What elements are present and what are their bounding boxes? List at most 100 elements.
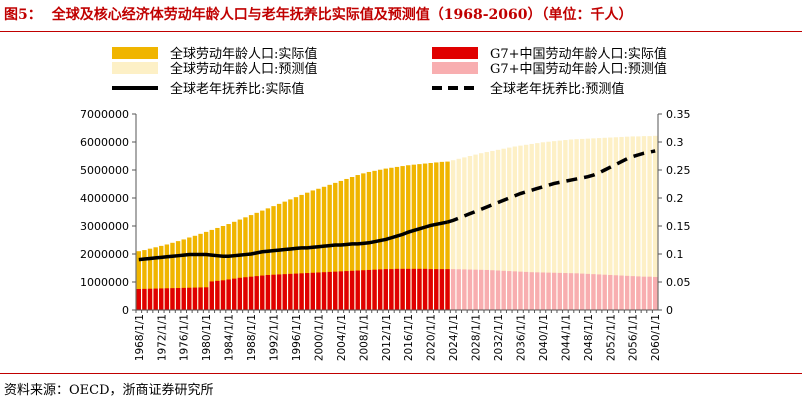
world-actual-bar bbox=[170, 242, 175, 310]
y-right-tick-label: 0.05 bbox=[666, 276, 691, 289]
world-actual-bar bbox=[254, 212, 259, 310]
g7-actual-bar bbox=[310, 272, 315, 310]
world-forecast-bar bbox=[450, 160, 456, 310]
g7-actual-bar bbox=[136, 289, 141, 310]
world-actual-bar bbox=[406, 165, 411, 310]
g7-actual-bar bbox=[338, 271, 344, 310]
world-actual-bar bbox=[237, 219, 243, 310]
world-forecast-bar bbox=[518, 145, 523, 310]
g7-actual-bar bbox=[254, 276, 259, 310]
y-right-tick-label: 0.3 bbox=[666, 136, 684, 149]
g7-forecast-bar bbox=[557, 272, 562, 310]
x-tick-label: 2048/1/1 bbox=[583, 314, 595, 361]
g7-actual-bar bbox=[394, 268, 400, 310]
g7-actual-bar bbox=[299, 273, 304, 310]
x-tick-label: 1980/1/1 bbox=[201, 314, 213, 361]
g7-actual-bar bbox=[417, 268, 422, 310]
axes: 0 1000000 2000000 3000000 4000000 5000000 6000… bbox=[80, 108, 691, 361]
g7-actual-bar bbox=[215, 280, 220, 310]
g7-forecast-bar bbox=[507, 271, 512, 310]
world-actual-bar bbox=[434, 162, 439, 310]
world-forecast-bar bbox=[636, 136, 641, 310]
g7-actual-bar bbox=[265, 275, 271, 310]
world-forecast-bar bbox=[462, 157, 467, 310]
x-tick-label: 2040/1/1 bbox=[538, 314, 550, 361]
g7-actual-bar bbox=[209, 281, 214, 310]
world-actual-bar bbox=[428, 163, 433, 310]
g7-forecast-bar bbox=[580, 273, 585, 310]
title-rule bbox=[0, 31, 802, 32]
g7-actual-bar bbox=[288, 273, 293, 310]
world-actual-bar bbox=[394, 166, 400, 310]
g7-actual-bar bbox=[361, 270, 366, 310]
g7-actual-bar bbox=[377, 269, 383, 310]
g7-actual-bar bbox=[276, 274, 282, 310]
y-right-tick-label: 0 bbox=[666, 304, 673, 317]
world-forecast-bar bbox=[467, 156, 473, 310]
world-actual-bar bbox=[293, 197, 299, 310]
world-forecast-bar bbox=[568, 139, 574, 310]
world-forecast-bar bbox=[574, 139, 579, 310]
g7-actual-bar bbox=[153, 288, 158, 310]
world-actual-bar bbox=[265, 208, 271, 310]
world-actual-bar bbox=[260, 210, 265, 310]
world-actual-bar bbox=[321, 186, 327, 310]
world-actual-bar bbox=[310, 190, 315, 310]
world-actual-bar bbox=[439, 161, 445, 310]
g7-forecast-bar bbox=[613, 275, 619, 310]
g7-forecast-bar bbox=[467, 269, 473, 310]
world-actual-bar bbox=[288, 199, 293, 310]
g7-actual-bar bbox=[187, 287, 192, 310]
g7-forecast-bar bbox=[653, 276, 658, 310]
g7-forecast-bar bbox=[602, 274, 607, 310]
x-tick-label: 2000/1/1 bbox=[313, 314, 325, 361]
g7-actual-bar bbox=[333, 271, 338, 310]
g7-actual-bar bbox=[159, 288, 164, 310]
g7-forecast-bar bbox=[641, 276, 647, 310]
world-actual-bar bbox=[316, 188, 321, 310]
g7-actual-bar bbox=[271, 274, 276, 310]
g7-forecast-bar bbox=[636, 276, 641, 310]
g7-actual-bar bbox=[400, 268, 405, 310]
g7-actual-bar bbox=[383, 269, 388, 310]
world-forecast-bar bbox=[624, 136, 630, 310]
world-actual-bar bbox=[445, 161, 450, 310]
g7-actual-bar bbox=[327, 271, 332, 310]
world-forecast-bar bbox=[551, 141, 557, 310]
world-forecast-bar bbox=[495, 149, 501, 310]
legend-label: 全球劳动年龄人口:实际值 bbox=[170, 46, 317, 62]
g7-actual-bar bbox=[260, 275, 265, 310]
world-actual-bar bbox=[159, 245, 164, 310]
world-forecast-bar bbox=[507, 147, 512, 310]
g7-actual-bar bbox=[344, 271, 349, 310]
g7-actual-bar bbox=[305, 273, 310, 310]
x-tick-label: 2020/1/1 bbox=[426, 314, 438, 361]
world-forecast-bar bbox=[523, 144, 529, 310]
world-actual-bar bbox=[282, 201, 287, 310]
g7-forecast-bar bbox=[456, 269, 461, 310]
world-actual-bar bbox=[203, 231, 209, 310]
ratio-lines bbox=[138, 149, 656, 262]
g7-forecast-bar bbox=[647, 276, 652, 310]
world-forecast-bar bbox=[529, 143, 534, 310]
g7-actual-bar bbox=[411, 268, 417, 310]
g7-actual-bar bbox=[203, 287, 209, 310]
y-right-tick-label: 0.15 bbox=[666, 220, 691, 233]
g7-actual-bar bbox=[220, 280, 226, 310]
x-tick-label: 2008/1/1 bbox=[358, 314, 370, 361]
g7-actual-bar bbox=[175, 288, 181, 310]
world-forecast-bar bbox=[580, 138, 585, 310]
g7-forecast-bar bbox=[473, 269, 478, 310]
figure-label: 图5： bbox=[4, 7, 42, 23]
g7-forecast-bar bbox=[450, 269, 456, 310]
x-tick-label: 1992/1/1 bbox=[269, 314, 281, 361]
world-forecast-bar bbox=[557, 140, 562, 310]
x-tick-label: 2016/1/1 bbox=[403, 314, 415, 361]
g7-actual-bar bbox=[366, 269, 372, 310]
g7-forecast-bar bbox=[535, 272, 540, 310]
g7-actual-bar bbox=[181, 287, 186, 310]
g7-forecast-bar bbox=[624, 275, 630, 310]
g7-actual-bar bbox=[164, 288, 170, 310]
world-forecast-bar bbox=[596, 138, 602, 310]
g7-actual-bar bbox=[389, 269, 394, 310]
